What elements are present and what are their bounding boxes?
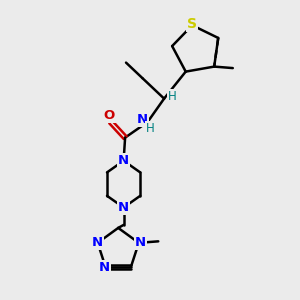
Text: S: S: [187, 17, 197, 31]
Text: N: N: [118, 201, 129, 214]
Text: N: N: [135, 236, 146, 249]
Text: O: O: [103, 109, 115, 122]
Text: N: N: [118, 154, 129, 167]
Text: N: N: [98, 261, 110, 274]
Text: H: H: [168, 90, 177, 103]
Text: N: N: [137, 113, 148, 126]
Text: N: N: [92, 236, 103, 249]
Text: H: H: [146, 122, 155, 135]
